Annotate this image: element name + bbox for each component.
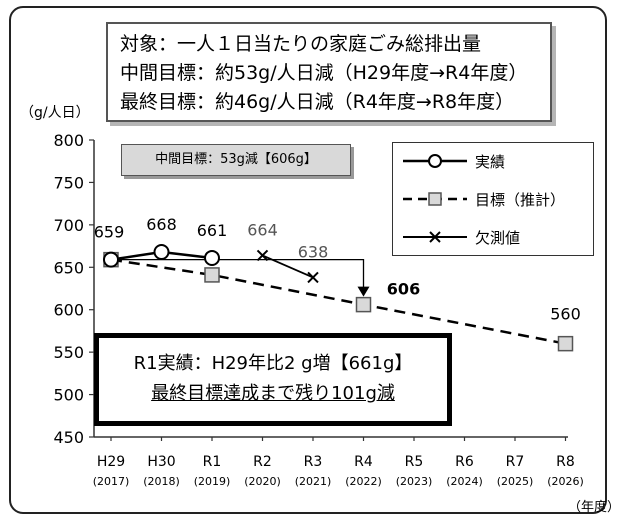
x-tick-sublabel: (2022) [345,475,382,488]
legend: 実績 目標（推計） 欠測値 [392,142,594,256]
missing-point [256,249,269,262]
missing-point [307,271,319,284]
summary-box: R1実績：H29年比2 g増【661g】 最終目標達成まで残り101g減 [94,333,452,426]
legend-label-actual: 実績 [475,153,506,171]
x-tick-label: R5 [405,454,424,470]
target-point [355,296,372,313]
target-point [557,335,574,352]
x-tick-label: R4 [354,454,373,470]
x-tick-sublabel: (2023) [396,475,433,488]
x-tick-sublabel: (2021) [295,475,332,488]
y-axis-unit-label: （g/人日） [20,105,90,121]
x-tick-label: R6 [455,454,474,470]
target-data-label: 560 [550,305,581,324]
x-tick-sublabel: (2019) [194,475,231,488]
y-tick-label: 650 [53,258,84,277]
actual-point [103,251,119,268]
x-tick-label: R1 [203,454,222,470]
y-tick-label: 750 [53,173,84,192]
x-tick-sublabel: (2017) [93,475,130,488]
missing-data-label: 638 [298,242,329,261]
x-tick-sublabel: (2018) [143,475,180,488]
y-tick-label: 450 [53,428,84,447]
x-tick-label: R3 [304,454,323,470]
y-tick-label: 550 [53,343,84,362]
actual-point [153,244,170,261]
legend-swatch-missing [403,231,467,243]
legend-item-missing: 欠測値 [393,225,593,249]
y-tick-label: 800 [53,131,84,150]
x-tick-label: H30 [147,454,175,470]
x-tick-sublabel: (2026) [547,475,584,488]
y-tick-label: 600 [53,301,84,320]
title-line-3: 最終目標：約46g/人日減（R4年度→R8年度） [120,91,515,113]
figure-frame [9,6,607,514]
x-tick-label: R7 [506,454,525,470]
actual-data-label: 661 [197,221,228,240]
actual-point [204,249,220,266]
title-line-2: 中間目標：約53g/人日減（H29年度→R4年度） [120,62,528,84]
summary-line-1: R1実績：H29年比2 g増【661g】 [133,353,413,374]
x-tick-label: H29 [97,454,125,470]
y-tick-label: 500 [53,386,84,405]
series-missing-line [262,254,314,279]
target-point [204,267,220,283]
x-tick-label: R8 [556,454,575,470]
actual-data-label: 668 [146,215,177,234]
title-line-1: 対象：一人１日当たりの家庭ごみ総排出量 [120,33,482,55]
legend-swatch-actual [403,154,467,168]
legend-item-target: 目標（推計） [393,187,593,211]
mid-target-arrow-line [111,258,365,289]
x-tick-sublabel: (2024) [446,475,483,488]
legend-item-actual: 実績 [393,149,593,173]
legend-label-target: 目標（推計） [475,191,566,209]
target-data-label: 606 [387,280,420,299]
series-target-line [110,258,566,345]
x-tick-sublabel: (2025) [497,475,534,488]
legend-label-missing: 欠測値 [475,229,521,247]
y-tick-label: 700 [53,216,84,235]
legend-swatch-target [403,192,467,206]
summary-line-2: 最終目標達成まで残り101g減 [151,383,395,404]
x-tick-label: R2 [253,454,272,470]
x-axis-unit-label: （年度） [568,500,618,515]
x-tick-sublabel: (2020) [244,475,281,488]
mid-target-label: 中間目標：53g減【606g】 [121,144,351,176]
mid-target-arrowhead [357,286,370,297]
missing-data-label: 664 [247,220,278,239]
actual-data-label: 659 [94,223,125,242]
title-box: 対象：一人１日当たりの家庭ごみ総排出量 中間目標：約53g/人日減（H29年度→… [106,22,552,122]
